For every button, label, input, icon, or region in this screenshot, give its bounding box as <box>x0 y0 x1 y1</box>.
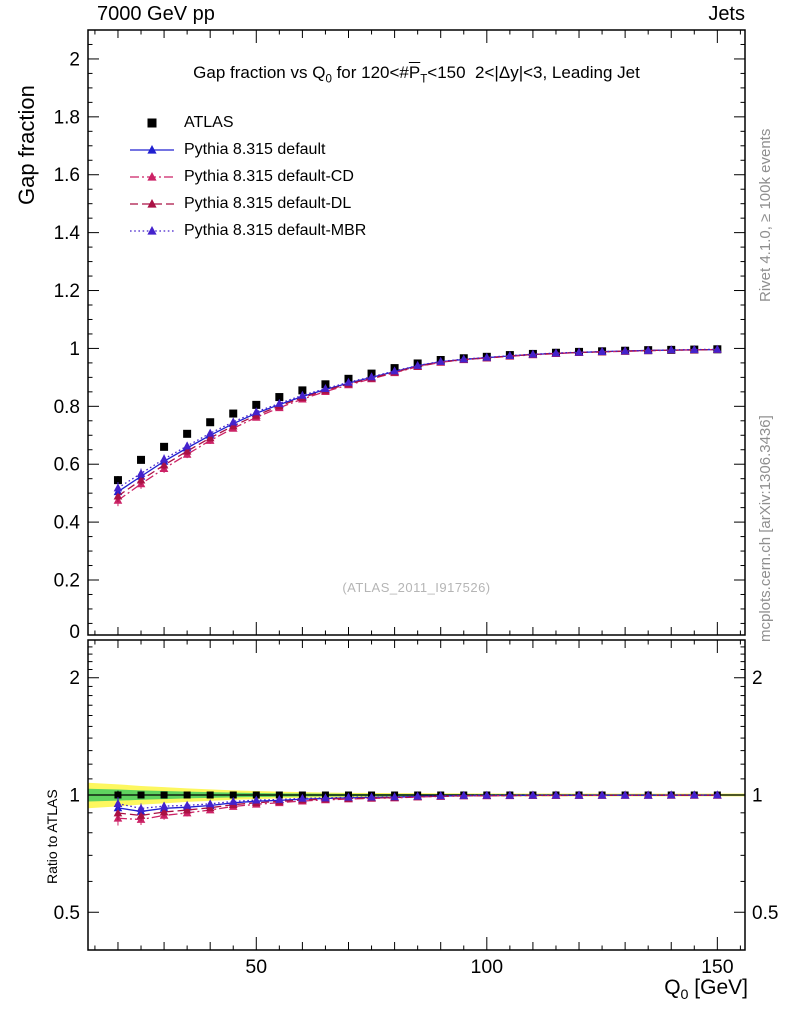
x-axis-label-sub: 0 <box>680 987 689 1004</box>
plot-title-mid: for 120<# <box>331 63 409 82</box>
legend-item: Pythia 8.315 default-DL <box>128 190 366 217</box>
mc-marker-icon <box>130 144 174 154</box>
svg-text:1: 1 <box>752 786 763 807</box>
legend-item-label: Pythia 8.315 default-DL <box>184 194 352 212</box>
legend-item: Pythia 8.315 default-CD <box>128 163 366 190</box>
svg-text:0.4: 0.4 <box>54 513 81 534</box>
watermark: (ATLAS_2011_I917526) <box>342 580 491 595</box>
x-axis-label: Q0 [GeV] <box>664 976 748 1003</box>
plot-title-rest: <150 2<|Δy|<3, Leading Jet <box>427 63 640 82</box>
svg-text:1.4: 1.4 <box>54 223 81 244</box>
svg-text:50: 50 <box>245 956 267 978</box>
plot-title-sub0: 0 <box>325 73 332 86</box>
y-axis-label-ratio: Ratio to ATLAS <box>44 789 60 884</box>
plot-title: Gap fraction vs Q0 for 120<#PT<150 2<|Δy… <box>88 63 745 85</box>
legend: ATLAS Pythia 8.315 default Pythia 8.315 de… <box>128 109 366 244</box>
plot-title-subT: T <box>420 73 428 86</box>
svg-text:0: 0 <box>69 622 80 643</box>
y-axis-label-main: Gap fraction <box>14 85 39 205</box>
plot-title-text: Gap fraction vs Q <box>193 63 326 82</box>
svg-text:0.5: 0.5 <box>752 903 778 924</box>
svg-text:2: 2 <box>69 668 80 689</box>
legend-item: Pythia 8.315 default <box>128 136 366 163</box>
svg-text:1.8: 1.8 <box>54 107 80 128</box>
svg-text:1.6: 1.6 <box>54 165 80 186</box>
x-axis-label-q: Q <box>664 976 681 999</box>
beam-energy-label: 7000 GeV pp <box>97 3 215 25</box>
svg-text:0.2: 0.2 <box>54 571 80 592</box>
legend-item-label: ATLAS <box>184 113 234 131</box>
svg-text:1: 1 <box>69 786 80 807</box>
legend-item-label: Pythia 8.315 default-MBR <box>184 221 367 239</box>
svg-text:2: 2 <box>69 49 80 70</box>
data-marker-icon <box>147 118 157 127</box>
svg-text:100: 100 <box>471 956 504 978</box>
plot-title-ptbar: P <box>408 63 421 82</box>
x-axis-label-unit: [GeV] <box>688 976 748 999</box>
analysis-group-label: Jets <box>708 3 745 25</box>
svg-text:0.8: 0.8 <box>54 397 80 418</box>
svg-text:150: 150 <box>701 956 734 978</box>
svg-text:0.5: 0.5 <box>54 903 80 924</box>
mc-marker-icon <box>130 225 174 235</box>
legend-item-label: Pythia 8.315 default <box>184 140 326 158</box>
svg-text:2: 2 <box>752 668 763 689</box>
mc-marker-icon <box>130 198 174 208</box>
legend-item-label: Pythia 8.315 default-CD <box>184 167 354 185</box>
svg-text:1: 1 <box>69 339 80 360</box>
mcplots-credit-label: mcplots.cern.ch [arXiv:1306.3436] <box>757 415 774 642</box>
mc-marker-icon <box>130 171 174 181</box>
rivet-version-label: Rivet 4.1.0, ≥ 100k events <box>757 128 774 302</box>
legend-item: Pythia 8.315 default-MBR <box>128 217 366 244</box>
svg-text:1.2: 1.2 <box>54 281 80 302</box>
legend-item: ATLAS <box>128 109 366 136</box>
svg-text:0.6: 0.6 <box>54 455 80 476</box>
